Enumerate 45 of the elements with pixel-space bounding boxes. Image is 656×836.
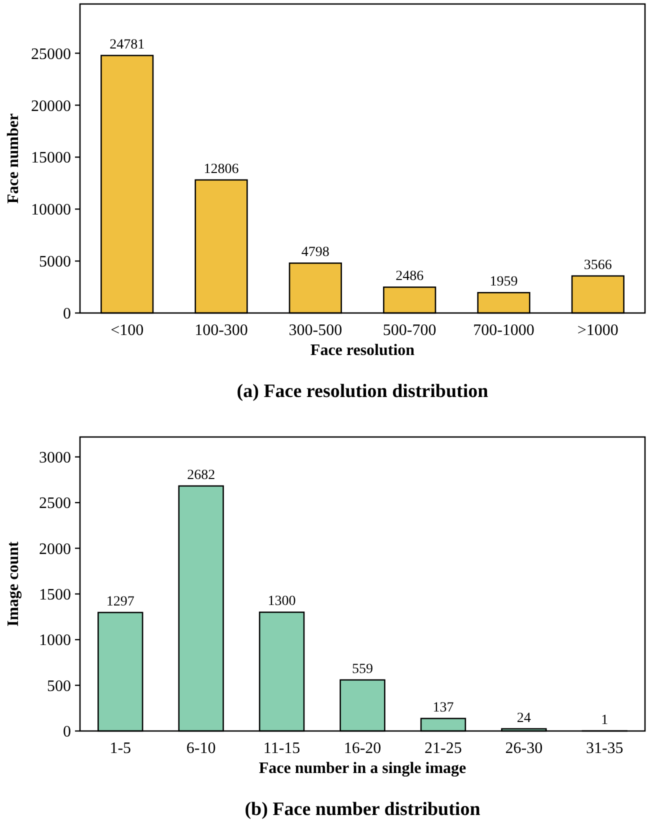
x-tick-label: 21-25: [424, 740, 462, 757]
y-tick-label: 0: [63, 306, 71, 323]
data-label: 24: [516, 710, 531, 726]
x-tick-label: 100-300: [194, 322, 248, 339]
data-label: 4798: [301, 245, 330, 260]
x-axis-title: Face number in a single image: [258, 760, 466, 777]
x-tick-label: 700-1000: [473, 322, 534, 339]
y-axis-title: Face number: [5, 113, 22, 204]
data-label: 1300: [268, 594, 296, 610]
y-tick-label: 500: [47, 678, 71, 695]
x-tick-label: 500-700: [382, 322, 436, 339]
y-tick-label: 2500: [39, 495, 71, 512]
x-tick-label: <100: [110, 322, 144, 339]
data-label: 12806: [204, 162, 239, 177]
x-tick-label: 300-500: [288, 322, 342, 339]
data-label: 2486: [396, 269, 424, 284]
text: (a) Face resolution distribution: [236, 381, 489, 402]
x-tick-label: 26-30: [505, 740, 543, 757]
data-label: 1297: [106, 594, 134, 610]
data-label: 559: [352, 662, 373, 677]
x-tick-label: >1000: [577, 322, 618, 339]
x-axis-title: Face resolution: [310, 342, 415, 359]
x-tick-label: 31-35: [586, 740, 624, 757]
y-tick-label: 0: [63, 724, 71, 741]
y-tick-label: 5000: [39, 254, 71, 271]
data-label: 2682: [187, 468, 216, 483]
y-tick-label: 1500: [39, 586, 71, 604]
y-tick-label: 2000: [39, 540, 71, 558]
y-tick-label: 20000: [31, 98, 71, 115]
y-tick-label: 10000: [31, 202, 71, 219]
y-tick-label: 25000: [31, 46, 71, 63]
x-tick-label: 11-15: [263, 740, 300, 757]
text: (b) Face number distribution: [244, 799, 481, 820]
y-axis-title: Image count: [5, 540, 22, 626]
x-tick-label: 16-20: [344, 740, 382, 757]
x-tick-label: 1-5: [110, 740, 132, 757]
y-tick-label: 3000: [39, 450, 71, 467]
data-label: 1: [601, 712, 608, 728]
y-tick-label: 15000: [31, 150, 71, 167]
data-label: 1959: [490, 274, 518, 290]
y-tick-label: 1000: [39, 632, 71, 650]
data-label: 24781: [110, 38, 145, 52]
data-label: 3566: [584, 258, 612, 273]
data-label: 137: [432, 700, 454, 716]
x-tick-label: 6-10: [186, 740, 216, 757]
